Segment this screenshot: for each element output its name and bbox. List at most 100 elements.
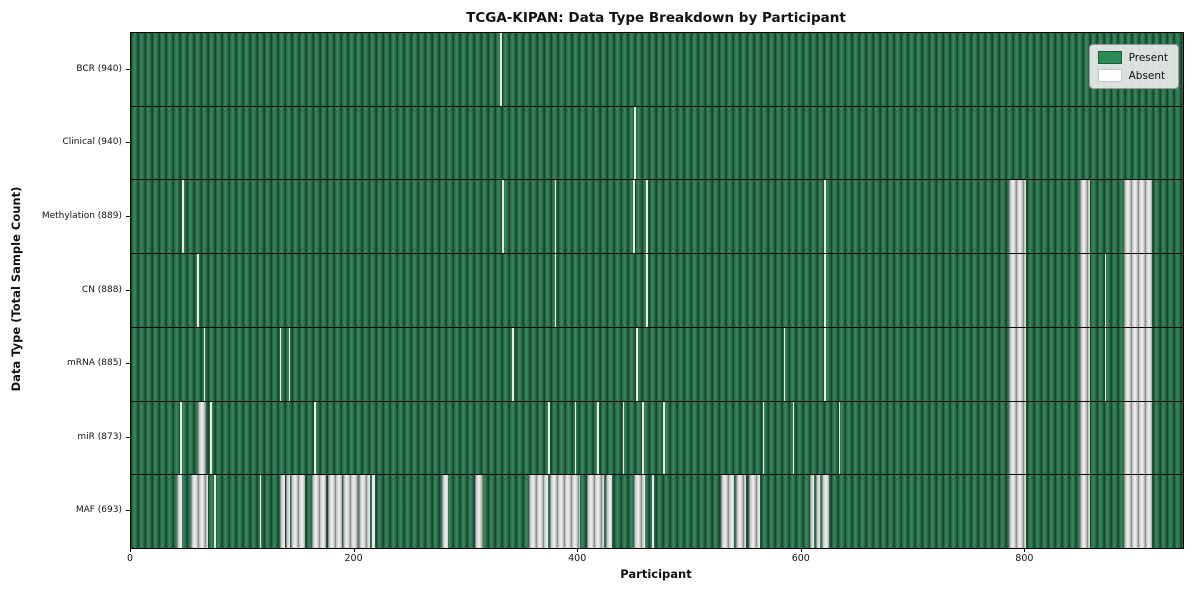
absent-segment [176, 475, 183, 549]
absent-segment [554, 254, 557, 327]
x-tick-label: 600 [791, 553, 810, 564]
plot-area [130, 32, 1184, 549]
row-clinical [131, 106, 1183, 181]
absent-segment [651, 475, 655, 549]
y-tick-mark [126, 142, 130, 144]
absent-segment [1080, 401, 1091, 475]
x-tick-label: 200 [344, 553, 363, 564]
y-tick-label: Methylation (889) [41, 210, 122, 221]
absent-segment [203, 327, 206, 401]
absent-segment [783, 327, 786, 401]
absent-segment [809, 475, 815, 549]
absent-segment [312, 475, 326, 549]
absent-segment [574, 401, 577, 475]
absent-segment [1123, 180, 1152, 254]
y-tick-label: BCR (940) [76, 63, 122, 74]
absent-segment [622, 401, 625, 475]
absent-segment [550, 475, 581, 549]
absent-segment [475, 475, 484, 549]
legend-label: Absent [1128, 69, 1166, 82]
absent-segment [288, 327, 291, 401]
absent-segment [636, 327, 638, 401]
y-tick-label: mRNA (885) [67, 358, 122, 369]
absent-segment [1008, 401, 1027, 475]
y-tick-label: MAF (693) [75, 505, 122, 516]
absent-segment [286, 475, 290, 549]
absent-segment [180, 401, 182, 475]
absent-segment [1008, 180, 1027, 254]
absent-segment [816, 475, 820, 549]
absent-segment [646, 180, 648, 254]
absent-segment [441, 475, 449, 549]
absent-segment [182, 180, 185, 254]
absent-segment [1008, 327, 1027, 401]
y-tick-mark [126, 436, 130, 438]
row-cn [131, 254, 1183, 328]
absent-segment [210, 401, 212, 475]
y-tick-mark [126, 289, 130, 291]
row-mir [131, 401, 1183, 476]
absent-segment [1008, 254, 1027, 327]
absent-segment [749, 475, 761, 549]
y-tick-mark [126, 68, 130, 70]
absent-segment [838, 401, 841, 475]
absent-segment [663, 401, 665, 475]
legend-item: Absent [1097, 69, 1168, 82]
legend-item: Present [1097, 51, 1168, 64]
y-axis-label: Data Type (Total Sample Count) [9, 186, 23, 392]
absent-segment [1104, 327, 1107, 401]
absent-segment [824, 254, 826, 327]
x-tick-mark [1024, 548, 1026, 552]
absent-segment [196, 254, 199, 327]
absent-segment [632, 180, 635, 254]
legend-swatch-present [1097, 51, 1122, 64]
absent-segment [1080, 254, 1091, 327]
absent-segment [343, 475, 358, 549]
legend-swatch-absent [1097, 69, 1122, 82]
y-tick-label: Clinical (940) [62, 137, 122, 148]
absent-segment [290, 475, 306, 549]
x-tick-mark [800, 548, 802, 552]
absent-segment [1123, 475, 1152, 549]
absent-segment [1123, 254, 1152, 327]
absent-segment [259, 475, 262, 549]
x-tick-label: 400 [568, 553, 587, 564]
absent-segment [1080, 327, 1091, 401]
absent-segment [499, 33, 502, 106]
absent-segment [1123, 401, 1152, 475]
absent-segment [213, 475, 216, 549]
absent-segment [359, 475, 371, 549]
x-tick-mark [577, 548, 579, 552]
x-tick-label: 0 [126, 553, 134, 564]
y-tick-label: miR (873) [77, 431, 122, 442]
absent-segment [634, 106, 636, 180]
absent-segment [587, 475, 604, 549]
x-axis-label: Participant [620, 567, 692, 581]
row-methylation [131, 180, 1183, 255]
absent-segment [762, 401, 765, 475]
y-tick-mark [126, 363, 130, 365]
absent-segment [721, 475, 734, 549]
legend: Present Absent [1088, 44, 1179, 89]
absent-segment [1080, 475, 1091, 549]
absent-segment [191, 475, 209, 549]
row-mrna [131, 327, 1183, 402]
absent-segment [1008, 475, 1027, 549]
chart-title: TCGA-KIPAN: Data Type Breakdown by Parti… [466, 10, 846, 26]
y-tick-mark [126, 510, 130, 512]
absent-segment [372, 475, 375, 549]
absent-segment [1104, 254, 1107, 327]
x-tick-mark [353, 548, 355, 552]
absent-segment [792, 401, 795, 475]
absent-segment [512, 327, 514, 401]
legend-label: Present [1128, 51, 1168, 64]
absent-segment [735, 475, 746, 549]
absent-segment [1080, 180, 1091, 254]
absent-segment [824, 180, 826, 254]
absent-segment [279, 327, 282, 401]
absent-segment [821, 475, 829, 549]
absent-segment [198, 401, 206, 475]
absent-segment [606, 475, 612, 549]
x-tick-label: 800 [1015, 553, 1034, 564]
